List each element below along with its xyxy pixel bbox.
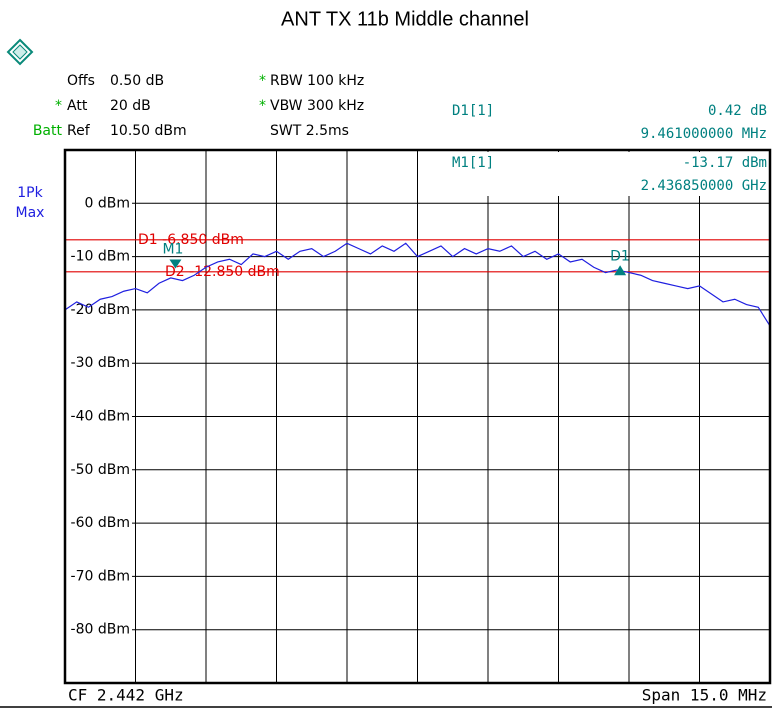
y-tick-label: -50 dBm [71,462,130,478]
setting-text: RBW 100 kHz [270,73,364,89]
y-tick-label: -40 dBm [71,409,130,425]
y-tick-label: -20 dBm [71,302,130,318]
footer-right: Span 15.0 MHz [642,686,767,705]
marker-name: D1[1] [452,103,494,119]
setting-value: 20 dB [110,98,151,114]
marker-position: 9.461000000 MHz [641,126,767,142]
footer-left: CF 2.442 GHz [68,686,184,705]
setting-text: VBW 300 kHz [270,98,364,114]
marker [169,259,182,269]
setting-flag: * [55,98,62,114]
rs-logo [6,38,34,66]
marker-level: -13.17 dBm [683,155,767,171]
y-tick-label: -30 dBm [71,355,130,371]
setting-flag: * [259,98,266,114]
display-line-label: D2 -12.850 dBm [165,264,280,280]
y-tick-label: 0 dBm [85,195,131,211]
setting-label: Offs [67,73,95,89]
marker-table-bg [446,152,768,196]
marker-name: M1[1] [452,155,494,171]
setting-flag: * [259,73,266,89]
marker-label: D1 [610,248,630,264]
setting-value: 10.50 dBm [110,123,187,139]
chart-title: ANT TX 11b Middle channel [281,8,529,30]
y-tick-label: -60 dBm [71,515,130,531]
setting-label: Ref [67,123,91,139]
marker-level: 0.42 dB [708,103,767,119]
trace-label: Max [16,205,45,221]
y-tick-label: -80 dBm [71,622,130,638]
trace-label: 1Pk [17,185,43,201]
plot-frame [63,148,772,685]
setting-text: SWT 2.5ms [270,123,349,139]
trace [64,242,771,327]
y-tick-label: -70 dBm [71,568,130,584]
setting-value: 0.50 dB [110,73,164,89]
y-tick-label: -10 dBm [71,249,130,265]
marker-label: M1 [162,241,183,257]
display-line-label: D1 -6.850 dBm [138,232,244,248]
setting-flag: Batt [33,123,63,139]
setting-label: Att [67,98,88,114]
marker [614,265,627,276]
marker-position: 2.436850000 GHz [641,178,767,194]
